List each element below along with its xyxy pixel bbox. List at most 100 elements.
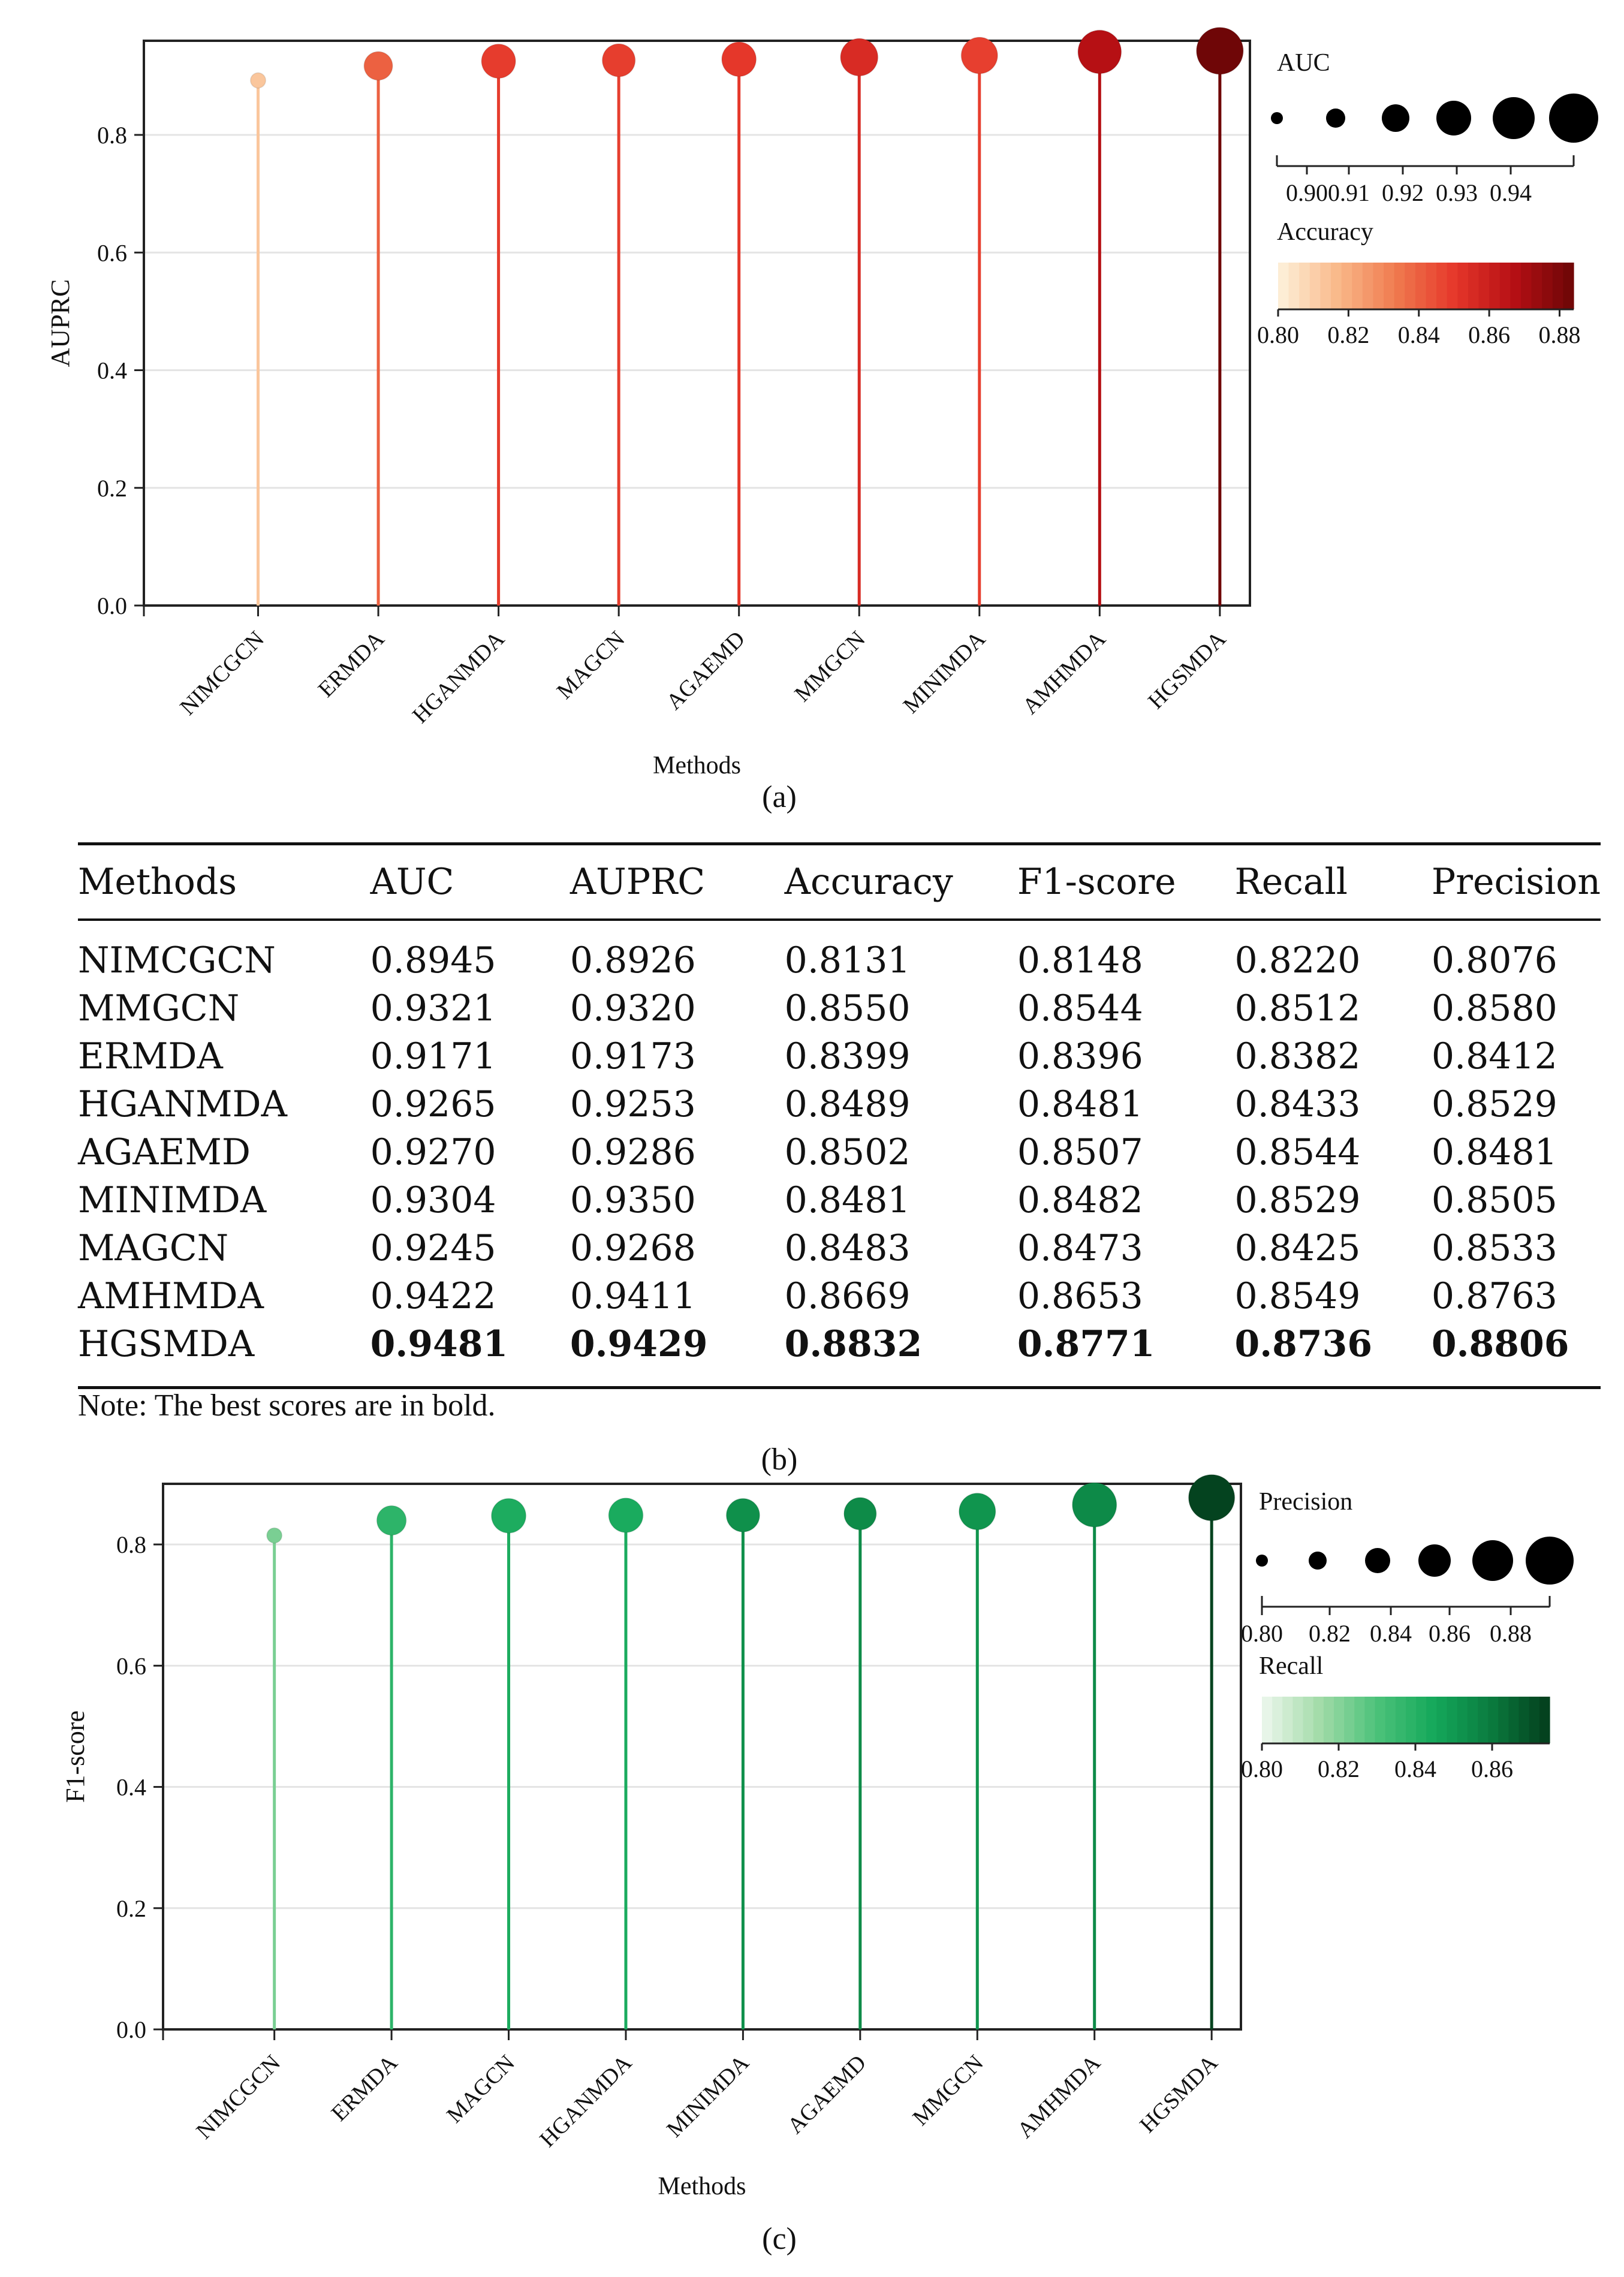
table-cell-value: 0.8483 bbox=[784, 1227, 911, 1269]
table-cell-value: 0.8473 bbox=[1017, 1227, 1143, 1269]
lollipop-point bbox=[1071, 1482, 1117, 1528]
table-cell-method: MMGCN bbox=[78, 987, 240, 1029]
size-legend-label: 0.86 bbox=[1429, 1620, 1471, 1647]
color-legend-swatch bbox=[1364, 1697, 1376, 1743]
table-row: HGSMDA 0.9481 0.9429 0.8832 0.8771 0.8736 0.88… bbox=[78, 1320, 1601, 1388]
color-legend-swatch bbox=[1539, 1697, 1550, 1743]
color-legend-swatch bbox=[1488, 1697, 1499, 1743]
table-header: AUPRC bbox=[570, 861, 706, 903]
lollipop-point bbox=[608, 1497, 644, 1534]
table-cell-value: 0.9245 bbox=[370, 1227, 496, 1269]
color-legend-swatch bbox=[1529, 1697, 1540, 1743]
y-tick-label: 0.4 bbox=[97, 357, 127, 384]
table-cell-method: HGANMDA bbox=[78, 1083, 287, 1125]
color-legend-label: 0.86 bbox=[1468, 321, 1510, 348]
panel-label-b: (b) bbox=[761, 1442, 798, 1477]
table-cell-value: 0.8945 bbox=[370, 939, 496, 981]
x-tick-label: MMGCN bbox=[908, 2050, 988, 2131]
color-legend-swatch bbox=[1478, 1697, 1489, 1743]
color-legend-swatch bbox=[1436, 263, 1448, 309]
lollipop-point bbox=[266, 1527, 283, 1544]
table-cell-value: 0.8433 bbox=[1234, 1083, 1361, 1125]
table-cell-value: 0.8412 bbox=[1431, 1035, 1557, 1077]
x-tick-label: ERMDA bbox=[314, 626, 390, 702]
color-legend-swatch bbox=[1341, 263, 1352, 309]
table-cell-value: 0.8549 bbox=[1234, 1275, 1361, 1317]
lollipop-point bbox=[363, 51, 393, 81]
table-row: NIMCGCN 0.8945 0.8926 0.8131 0.8148 0.8220 0.8… bbox=[78, 920, 1601, 984]
table-cell-value: 0.8544 bbox=[1234, 1131, 1361, 1173]
color-legend-swatch bbox=[1457, 263, 1469, 309]
x-tick-label: AMHMDA bbox=[1013, 2050, 1105, 2143]
x-tick-label: MAGCN bbox=[442, 2050, 520, 2128]
y-tick-label: 0.6 bbox=[116, 1652, 146, 1679]
table-cell-value: 0.8148 bbox=[1017, 939, 1143, 981]
table-cell-value: 0.9171 bbox=[370, 1035, 496, 1077]
lollipop-point bbox=[1188, 1474, 1236, 1522]
table-cell-value: 0.8806 bbox=[1431, 1323, 1569, 1365]
color-legend-swatch bbox=[1278, 263, 1289, 309]
table-cell-value: 0.9253 bbox=[570, 1083, 696, 1125]
color-legend-swatch bbox=[1375, 1697, 1386, 1743]
size-legend-dot bbox=[1418, 1544, 1451, 1577]
color-legend-swatch bbox=[1262, 1697, 1273, 1743]
color-legend-swatch bbox=[1447, 263, 1458, 309]
color-legend-label: 0.82 bbox=[1327, 321, 1369, 348]
color-legend-swatch bbox=[1552, 263, 1563, 309]
y-tick-label: 0.0 bbox=[116, 2016, 146, 2043]
table-cell-value: 0.8512 bbox=[1234, 987, 1361, 1029]
table-cell-value: 0.8481 bbox=[784, 1179, 911, 1221]
size-legend-dot bbox=[1549, 94, 1598, 143]
lollipop-point bbox=[601, 43, 636, 78]
panel-label-c: (c) bbox=[762, 2222, 797, 2256]
table-cell-value: 0.8763 bbox=[1431, 1275, 1557, 1317]
color-legend-swatch bbox=[1531, 263, 1542, 309]
color-legend-swatch bbox=[1323, 1697, 1334, 1743]
color-legend-swatch bbox=[1373, 263, 1384, 309]
table-cell-value: 0.8502 bbox=[784, 1131, 911, 1173]
color-legend-swatch bbox=[1467, 1697, 1478, 1743]
x-tick-label: NIMCGCN bbox=[175, 627, 269, 721]
table-header: Accuracy bbox=[784, 861, 953, 903]
table-header: Methods bbox=[78, 861, 237, 903]
size-legend-label: 0.88 bbox=[1490, 1620, 1532, 1647]
color-legend-swatch bbox=[1331, 263, 1342, 309]
table-cell-method: AGAEMD bbox=[78, 1131, 251, 1173]
table-cell-value: 0.8529 bbox=[1234, 1179, 1361, 1221]
color-legend-swatch bbox=[1405, 263, 1416, 309]
color-legend-swatch bbox=[1563, 263, 1574, 309]
y-axis-label: AUPRC bbox=[46, 279, 75, 368]
y-tick-label: 0.8 bbox=[116, 1531, 146, 1558]
color-legend-swatch bbox=[1498, 1697, 1509, 1743]
size-legend-dot bbox=[1526, 1537, 1574, 1585]
table-cell-value: 0.8482 bbox=[1017, 1179, 1143, 1221]
panel-label-a: (a) bbox=[762, 780, 797, 814]
color-legend-swatch bbox=[1542, 263, 1553, 309]
table-cell-value: 0.9429 bbox=[570, 1323, 708, 1365]
table-header: AUC bbox=[370, 861, 454, 903]
color-legend-swatch bbox=[1385, 1697, 1396, 1743]
plot-frame bbox=[143, 40, 1251, 607]
size-legend-label: 0.94 bbox=[1490, 179, 1532, 206]
x-tick-label: NIMCGCN bbox=[191, 2050, 285, 2145]
table-row: HGANMDA 0.9265 0.9253 0.8489 0.8481 0.8433 0.8… bbox=[78, 1080, 1601, 1128]
color-legend-swatch bbox=[1406, 1697, 1417, 1743]
results-table: Methods AUC AUPRC Accuracy F1-score Reca… bbox=[78, 842, 1601, 1389]
color-legend-swatch bbox=[1468, 263, 1480, 309]
table-cell-value: 0.8529 bbox=[1431, 1083, 1557, 1125]
lollipop-point bbox=[960, 37, 999, 74]
lollipop-point bbox=[1077, 29, 1122, 74]
lollipop-point bbox=[481, 43, 517, 79]
y-tick-label: 0.6 bbox=[97, 239, 127, 266]
table-row: MMGCN 0.9321 0.9320 0.8550 0.8544 0.8512 0.858… bbox=[78, 984, 1601, 1032]
color-legend-swatch bbox=[1499, 263, 1511, 309]
table-cell-value: 0.8396 bbox=[1017, 1035, 1143, 1077]
table-cell-value: 0.8399 bbox=[784, 1035, 911, 1077]
table-header-row: Methods AUC AUPRC Accuracy F1-score Reca… bbox=[78, 844, 1601, 920]
color-legend-swatch bbox=[1362, 263, 1374, 309]
lollipop-point bbox=[249, 72, 267, 89]
color-legend-swatch bbox=[1395, 1697, 1406, 1743]
table-cell-method: MAGCN bbox=[78, 1227, 229, 1269]
size-legend-label: 0.80 bbox=[1241, 1620, 1283, 1647]
table-cell-value: 0.9422 bbox=[370, 1275, 496, 1317]
